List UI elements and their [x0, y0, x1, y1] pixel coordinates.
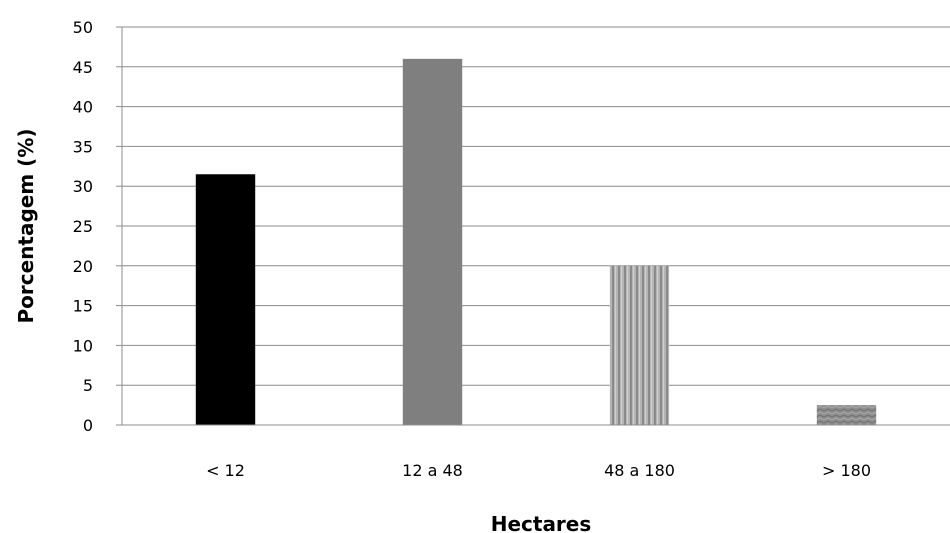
y-tick-label: 30 — [73, 177, 93, 196]
y-tick-label: 45 — [73, 58, 93, 77]
y-tick-label: 15 — [73, 297, 93, 316]
x-tick-label: 48 a 180 — [604, 461, 675, 480]
y-tick-label: 25 — [73, 217, 93, 236]
y-tick-label: 50 — [73, 18, 93, 37]
bar-12-to-48 — [402, 58, 463, 426]
x-tick-label: > 180 — [822, 461, 871, 480]
y-tick-label: 40 — [73, 98, 93, 117]
bar-gt-180 — [816, 405, 877, 425]
x-tick-label: < 12 — [206, 461, 245, 480]
y-tick-label: 0 — [83, 416, 93, 435]
y-tick-label: 10 — [73, 336, 93, 355]
x-axis-title: Hectares — [491, 512, 592, 533]
bars — [195, 58, 877, 426]
x-tick-label: 12 a 48 — [402, 461, 463, 480]
bar-48-to-180 — [609, 265, 670, 425]
y-tick-label: 5 — [83, 376, 93, 395]
x-axis: < 12 12 a 48 48 a 180 > 180 — [122, 424, 950, 480]
bar-lt-12 — [195, 174, 256, 425]
y-axis: 0 5 10 15 20 25 30 35 40 45 50 — [73, 18, 123, 435]
y-tick-label: 20 — [73, 257, 93, 276]
y-tick-label: 35 — [73, 137, 93, 156]
gridlines — [122, 26, 950, 386]
y-axis-title: Porcentagem (%) — [14, 129, 38, 324]
